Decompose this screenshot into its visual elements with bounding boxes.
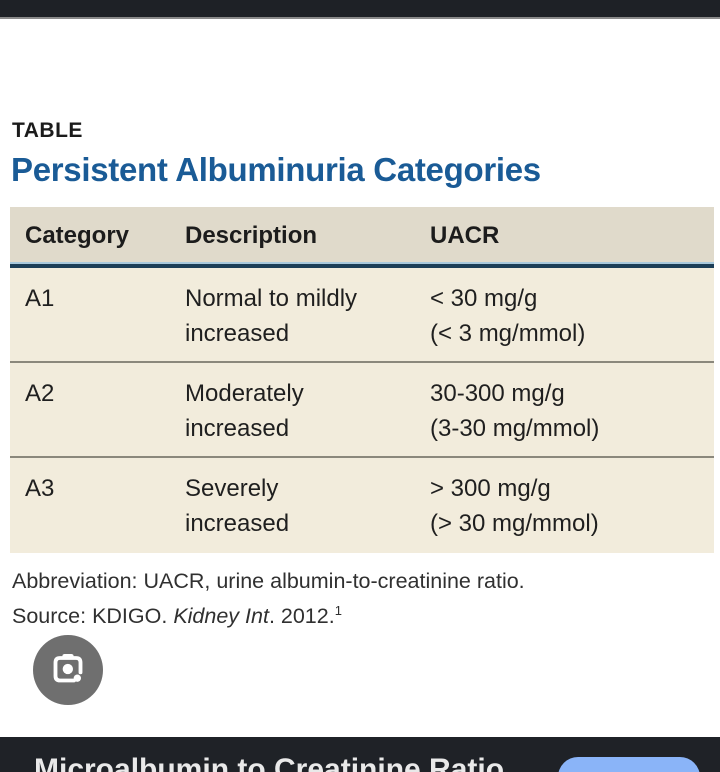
column-header-description: Description	[185, 222, 318, 249]
bottom-result-sheet[interactable]: Microalbumin to Creatinine Ratio	[0, 737, 720, 772]
cell-category: A1	[25, 285, 55, 312]
cell-uacr: > 300 mg/g (> 30 mg/mmol)	[430, 458, 714, 553]
cell-uacr: < 30 mg/g (< 3 mg/mmol)	[430, 268, 714, 361]
uacr-line2: (> 30 mg/mmol)	[430, 510, 599, 537]
page-title: Persistent Albuminuria Categories	[11, 151, 541, 188]
google-lens-button[interactable]	[33, 635, 103, 705]
abbreviation-note: Abbreviation: UACR, urine albumin-to-cre…	[12, 569, 525, 593]
action-pill-button[interactable]	[558, 757, 700, 772]
uacr-line1: > 300 mg/g	[430, 475, 551, 502]
albuminuria-table: Category Description UACR A1 Normal to m…	[10, 207, 714, 553]
cell-uacr: 30-300 mg/g (3-30 mg/mmol)	[430, 363, 714, 456]
uacr-line2: (3-30 mg/mmol)	[430, 415, 600, 442]
cell-description: Normal to mildly increased	[185, 268, 430, 361]
table-header-row: Category Description UACR	[10, 207, 714, 262]
uacr-line2: (< 3 mg/mmol)	[430, 320, 586, 347]
table-row: A1 Normal to mildly increased < 30 mg/g …	[10, 268, 714, 363]
description-line2: increased	[185, 510, 290, 537]
source-note: Source: KDIGO. Kidney Int. 2012.1	[12, 596, 525, 631]
source-suffix: . 2012.	[268, 604, 335, 629]
description-line1: Severely	[185, 475, 279, 502]
description-line1: Moderately	[185, 380, 304, 407]
cell-category: A2	[25, 380, 55, 407]
source-prefix: Source: KDIGO.	[12, 604, 174, 629]
table-row: A2 Moderately increased 30-300 mg/g (3-3…	[10, 363, 714, 458]
table-eyebrow-label: TABLE	[12, 119, 83, 142]
cell-description: Severely increased	[185, 458, 430, 553]
result-title-clipped[interactable]: Microalbumin to Creatinine Ratio	[34, 753, 505, 772]
description-line2: increased	[185, 415, 290, 442]
table-footnotes: Abbreviation: UACR, urine albumin-to-cre…	[12, 566, 525, 631]
table-row: A3 Severely increased > 300 mg/g (> 30 m…	[10, 458, 714, 553]
cell-category: A3	[25, 475, 55, 502]
top-status-bar	[0, 0, 720, 19]
camera-lens-icon	[48, 648, 88, 693]
cell-description: Moderately increased	[185, 363, 430, 456]
description-line1: Normal to mildly	[185, 285, 358, 312]
source-journal-italic: Kidney Int	[173, 604, 269, 629]
uacr-line1: 30-300 mg/g	[430, 380, 565, 407]
column-header-uacr: UACR	[430, 222, 500, 249]
description-line2: increased	[185, 320, 290, 347]
header-divider-rule	[10, 262, 714, 268]
column-header-category: Category	[25, 222, 130, 249]
uacr-line1: < 30 mg/g	[430, 285, 538, 312]
source-citation-superscript: 1	[334, 603, 342, 618]
